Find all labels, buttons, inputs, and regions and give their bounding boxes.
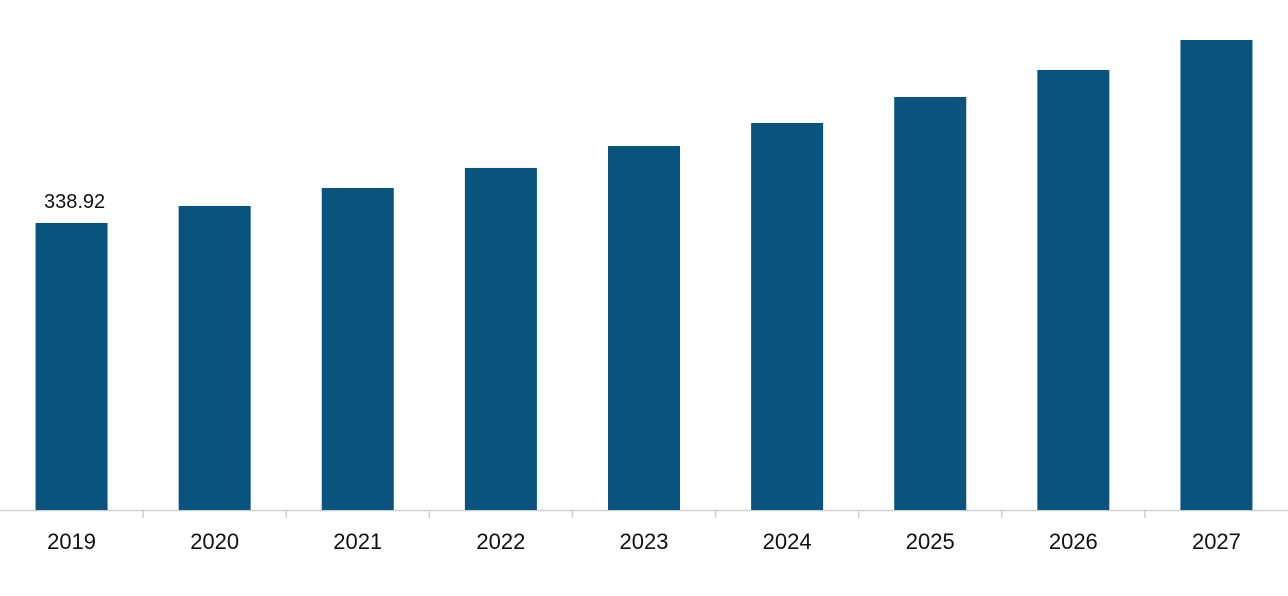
x-tick-label: 2024: [763, 529, 812, 554]
bar: [894, 96, 967, 510]
x-tick-label: 2023: [620, 529, 669, 554]
x-tick-label: 2021: [333, 529, 382, 554]
bar: [35, 222, 108, 510]
x-tick-label: 2019: [47, 529, 96, 554]
bar: [464, 167, 537, 510]
bar: [608, 146, 680, 511]
bar: [751, 122, 824, 510]
x-tick-label: 2026: [1049, 529, 1098, 554]
bar: [1037, 69, 1110, 510]
x-tick-label: 2020: [190, 529, 239, 554]
x-tick-label: 2027: [1192, 529, 1241, 554]
x-tick-label: 2025: [906, 529, 955, 554]
bar: [178, 205, 251, 510]
bar: [321, 188, 394, 511]
value-label: 338.92: [44, 191, 105, 213]
bar: [1180, 40, 1253, 510]
x-tick-label: 2022: [476, 529, 525, 554]
